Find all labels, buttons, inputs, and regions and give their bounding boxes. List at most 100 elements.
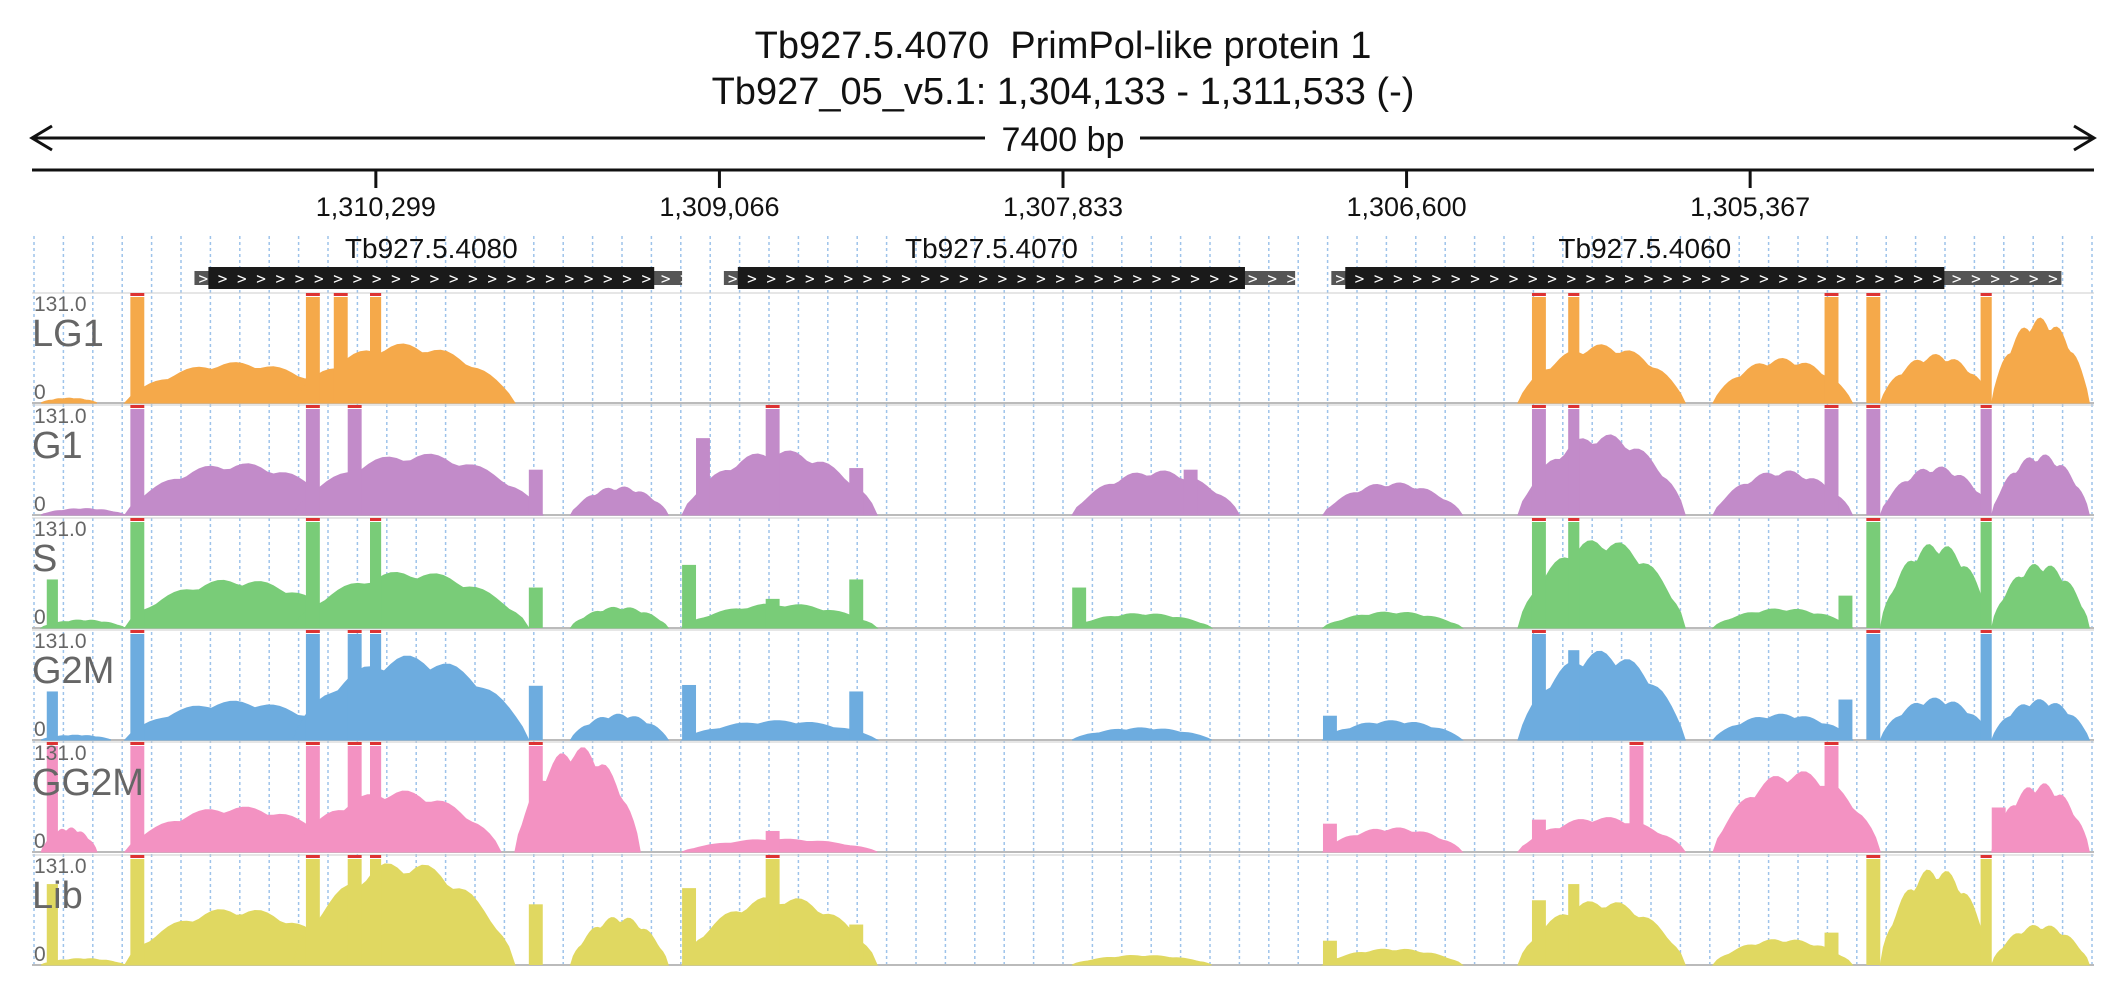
clip-marker: [1824, 293, 1839, 296]
clip-marker: [1531, 405, 1546, 408]
coverage-bar: [130, 746, 145, 852]
y-min-label: 0: [34, 943, 46, 966]
coverage-area: [1517, 344, 1687, 404]
coverage-area: [1517, 901, 1686, 966]
coverage-bar: [305, 522, 320, 628]
coverage-area: [569, 486, 670, 516]
coverage-bar: [528, 469, 543, 515]
coverage-bar: [1531, 819, 1546, 852]
coverage-bar: [849, 579, 864, 628]
clip-marker: [528, 742, 543, 745]
chart-location: Tb927_05_v5.1: 1,304,133 - 1,311,533 (-): [711, 71, 1415, 113]
gene-label: Tb927.5.4060: [1558, 233, 1731, 264]
clip-marker: [347, 742, 362, 745]
span-arrow: 7400 bp: [29, 121, 2097, 159]
y-min-label: 0: [34, 493, 46, 516]
coverage-bar: [1568, 650, 1580, 740]
coverage-area: [40, 508, 126, 516]
clip-marker: [765, 405, 780, 408]
span-arrowhead-right: [2073, 124, 2097, 152]
coverage-bar: [1824, 932, 1839, 965]
track-lib: 131.0 0 Lib: [32, 854, 2094, 966]
x-tick-label: 1,309,066: [659, 192, 779, 222]
coverage-area: [1517, 540, 1686, 629]
coverage-area: [1321, 720, 1464, 741]
coverage-bar: [1629, 746, 1644, 852]
clip-marker: [370, 855, 382, 858]
coverage-bar: [1531, 297, 1546, 403]
clip-marker: [1980, 405, 1992, 408]
coverage-bar: [1980, 522, 1992, 628]
x-axis-ticks: 1,310,299 1,309,066 1,307,833 1,306,600 1,30…: [316, 170, 1810, 222]
clip-marker: [347, 855, 362, 858]
clip-marker: [130, 855, 145, 858]
clip-marker: [1980, 293, 1992, 296]
clip-marker: [130, 630, 145, 633]
track-gg2m: 131.0 0 GG2M: [32, 741, 2094, 853]
coverage-bar: [1980, 859, 1992, 965]
coverage-bar: [528, 746, 543, 852]
coverage-bar: [370, 746, 382, 852]
coverage-bar: [528, 685, 543, 740]
coverage-area: [680, 720, 880, 741]
clip-marker: [1866, 293, 1881, 296]
coverage-bar: [1866, 297, 1881, 403]
coverage-area: [291, 571, 530, 629]
coverage-bar: [347, 859, 362, 965]
coverage-bar: [1838, 699, 1853, 740]
coverage-area: [1990, 699, 2091, 741]
coverage-bar: [765, 830, 780, 852]
coverage-tracks: 131.00LG1131.00G1131.00S131.00G2M131.00G…: [32, 292, 2094, 966]
coverage-bar: [1183, 469, 1198, 515]
span-label: 7400 bp: [1002, 121, 1125, 159]
clip-marker: [305, 405, 320, 408]
coverage-area: [1879, 353, 1993, 404]
gene-cds: [1345, 267, 1945, 289]
coverage-bar: [1072, 587, 1087, 628]
clip-marker: [46, 742, 58, 745]
chart-title: Tb927.5.4070 PrimPol-like protein 1: [754, 25, 1372, 67]
gene-cds: [208, 267, 655, 289]
track-name: G2M: [32, 650, 114, 692]
y-min-label: 0: [34, 606, 46, 629]
coverage-bar: [46, 579, 58, 628]
coverage-bar: [682, 564, 697, 628]
coverage-bar: [370, 634, 382, 740]
coverage-area: [291, 453, 544, 516]
x-tick-label: 1,310,299: [316, 192, 436, 222]
coverage-bar: [1531, 409, 1546, 515]
coverage-area: [1071, 470, 1241, 516]
coverage-area: [1991, 783, 2090, 853]
coverage-bar: [1322, 940, 1337, 965]
track-name: S: [32, 538, 57, 580]
coverage-bar: [765, 598, 780, 628]
coverage-area: [1879, 466, 1993, 516]
clip-marker: [1531, 518, 1546, 521]
x-tick-label: 1,305,367: [1690, 192, 1810, 222]
clip-marker: [1866, 405, 1881, 408]
coverage-area: [1070, 613, 1214, 629]
coverage-area: [1712, 771, 1881, 853]
coverage-bar: [370, 859, 382, 965]
coverage-area: [1071, 727, 1212, 741]
clip-marker: [347, 405, 362, 408]
coverage-bar: [1866, 859, 1881, 965]
x-tick-label: 1,306,600: [1347, 192, 1467, 222]
clip-marker: [130, 518, 145, 521]
coverage-bar: [1980, 634, 1992, 740]
coverage-bar: [1991, 807, 2006, 852]
coverage-bar: [1568, 522, 1580, 628]
clip-marker: [130, 742, 145, 745]
coverage-area: [569, 917, 669, 966]
clip-marker: [1824, 742, 1839, 745]
gene-strand-arrows: > > > > > > > > > > > > > > > > > > > > …: [1335, 269, 2126, 288]
clip-marker: [370, 630, 382, 633]
y-max-label: 131.0: [34, 630, 87, 653]
track-g1: 131.0 0 G1: [32, 404, 2094, 516]
coverage-bar: [1322, 715, 1337, 740]
clip-marker: [1568, 293, 1580, 296]
track-lg1: 131.0 0 LG1: [32, 292, 2094, 404]
coverage-area: [1879, 869, 1993, 966]
track-name: G1: [32, 425, 83, 467]
